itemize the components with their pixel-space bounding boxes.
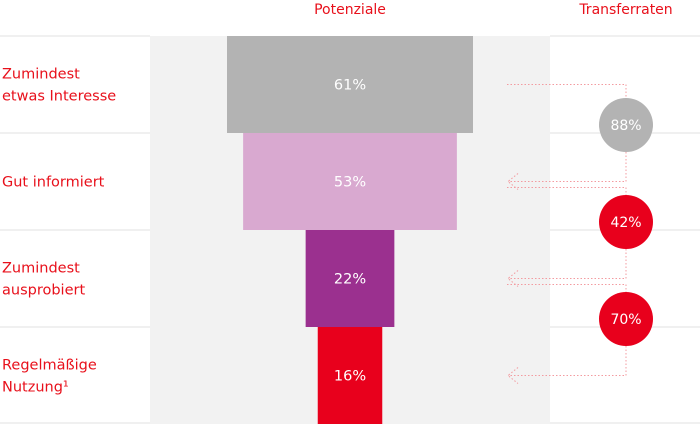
- funnel-bar-value: 22%: [334, 272, 366, 288]
- connector-line: [508, 152, 627, 182]
- transfer-rate-value: 70%: [610, 312, 641, 328]
- connector-line: [507, 187, 627, 195]
- header-transfer-rates: Transferraten: [578, 2, 672, 18]
- transfer-rate-circle: [599, 98, 653, 152]
- row-label: Zumindest etwas Interesse: [2, 67, 116, 105]
- connector-arrow-icon: [507, 173, 519, 190]
- connector-line: [508, 346, 627, 376]
- transfer-rate-circle: [599, 292, 653, 346]
- connector-line: [507, 84, 627, 98]
- transfer-rate-value: 42%: [610, 215, 641, 231]
- funnel-bar: [305, 230, 395, 327]
- row-label-line: etwas Interesse: [2, 89, 116, 105]
- row-label-line: Gut informiert: [2, 175, 105, 191]
- funnel-bar: [317, 327, 383, 424]
- header-potentials: Potenziale: [314, 2, 386, 18]
- transfer-rate-circle: [599, 195, 653, 249]
- funnel-bar-value: 16%: [334, 369, 366, 385]
- funnel-bar: [227, 36, 473, 133]
- connector-line: [508, 249, 627, 279]
- funnel-bar: [243, 133, 457, 230]
- connector-line: [507, 284, 627, 292]
- transfer-rate-value: 88%: [610, 118, 641, 134]
- funnel-bar-value: 61%: [334, 78, 366, 94]
- funnel-bar-value: 53%: [334, 175, 366, 191]
- connector-arrow-icon: [507, 270, 519, 287]
- row-label-line: Zumindest: [2, 67, 80, 83]
- row-label-line: Nutzung¹: [2, 380, 69, 396]
- row-label: Gut informiert: [2, 175, 105, 191]
- row-label: Regelmäßige Nutzung¹: [2, 358, 97, 396]
- connector-arrow-icon: [507, 367, 519, 384]
- row-label-line: Zumindest: [2, 261, 80, 277]
- row-label-line: ausprobiert: [2, 283, 85, 299]
- row-label-line: Regelmäßige: [2, 358, 97, 374]
- row-label: Zumindest ausprobiert: [2, 261, 85, 299]
